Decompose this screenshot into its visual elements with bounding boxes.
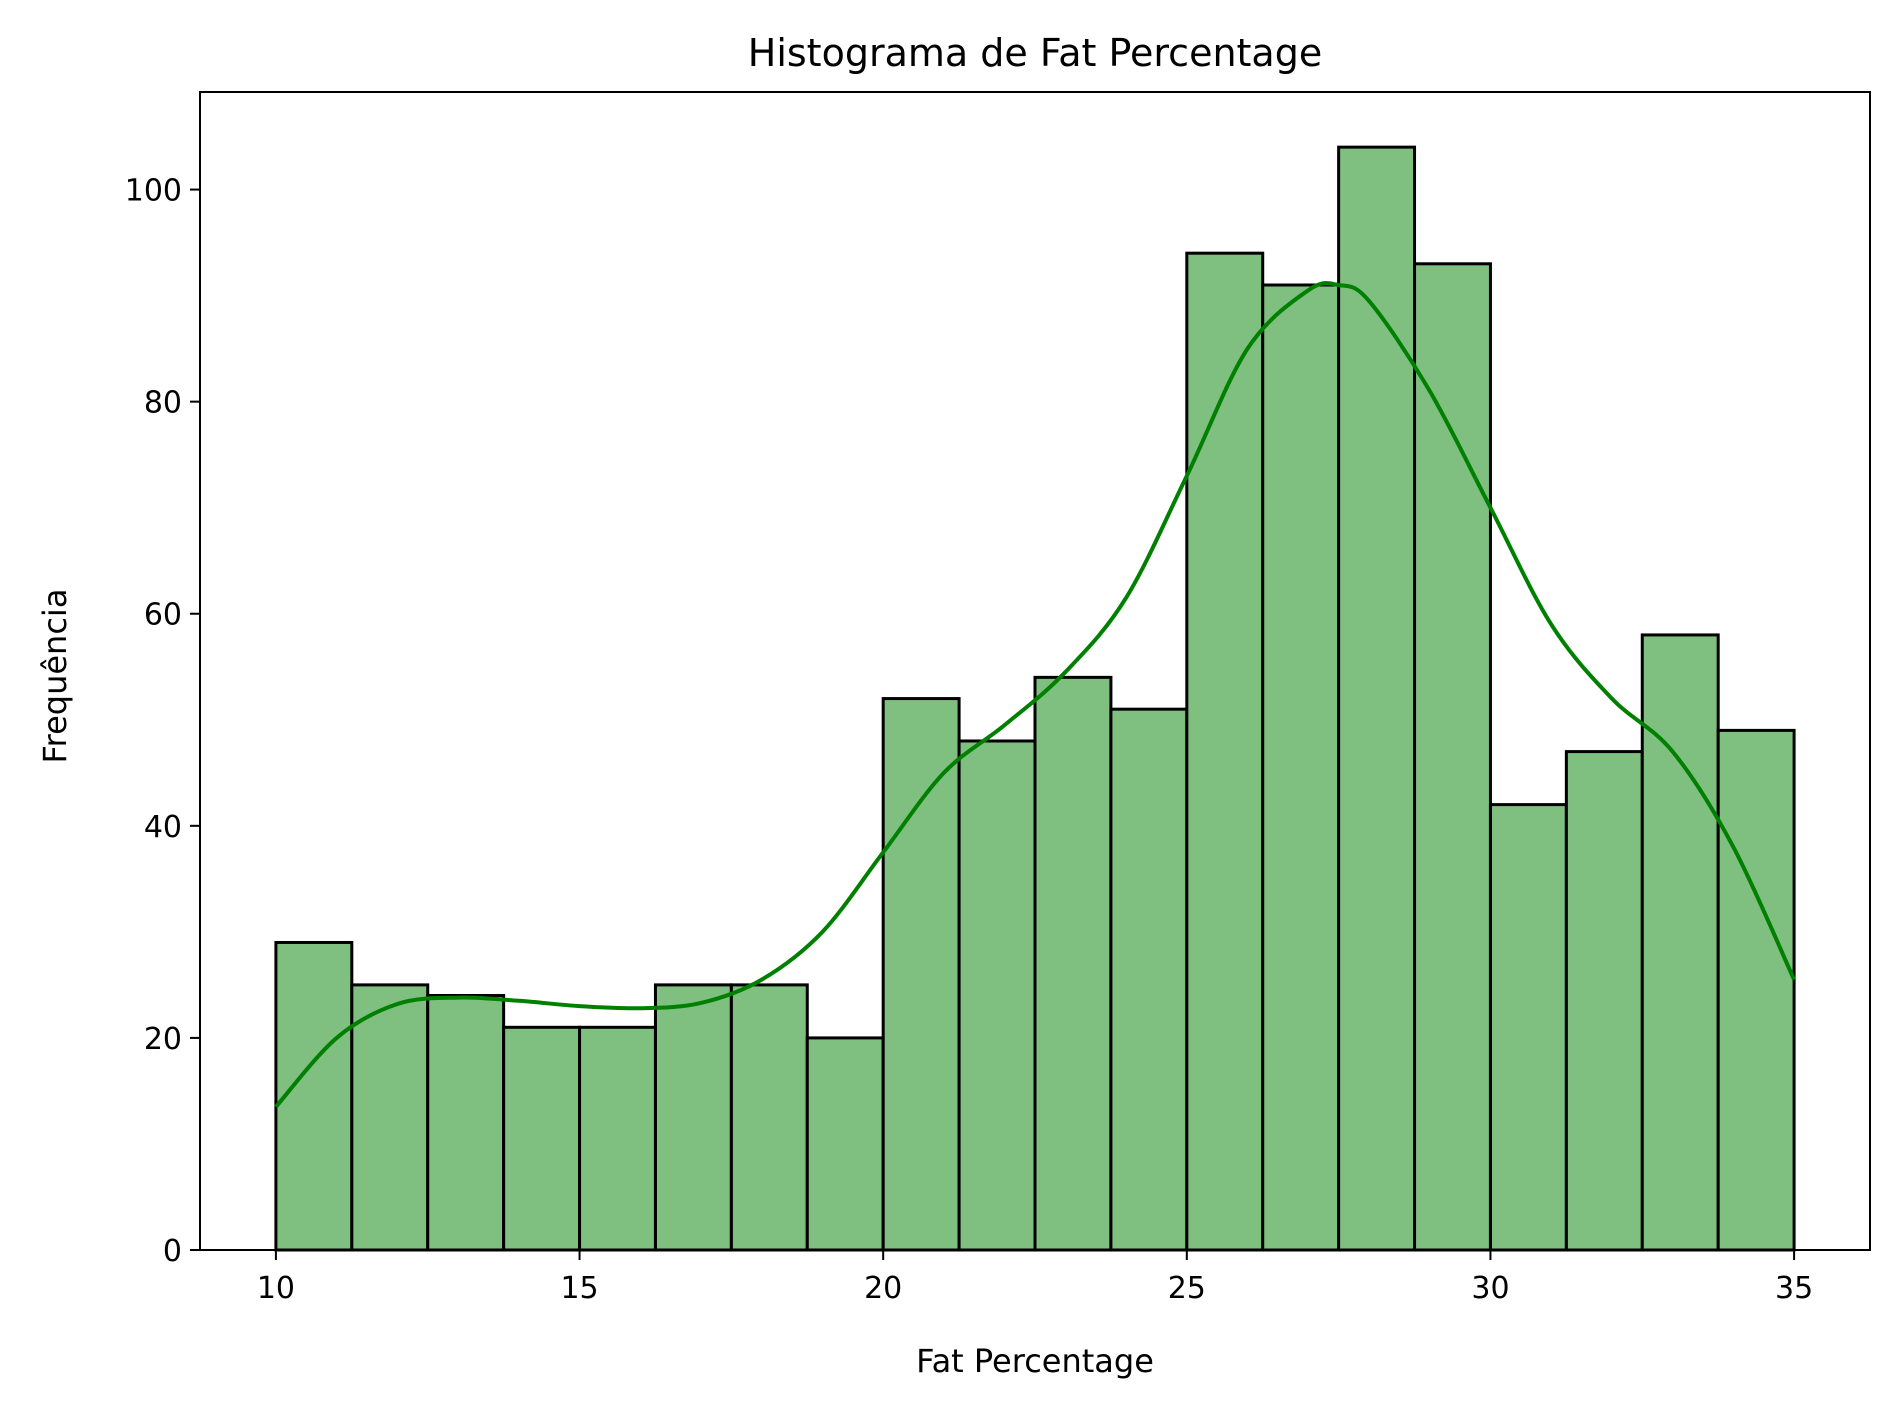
histogram-bar xyxy=(578,1025,657,1252)
histogram-bar xyxy=(805,1036,885,1252)
histogram-bar xyxy=(957,739,1037,1252)
histogram-bar xyxy=(1640,633,1720,1252)
x-tick-label: 30 xyxy=(1471,1271,1509,1306)
y-axis-ticks: 0 20 40 60 80 100 xyxy=(125,174,200,1269)
histogram-bar xyxy=(350,983,430,1252)
x-tick-label: 25 xyxy=(1168,1271,1206,1306)
histogram-bar xyxy=(1716,728,1796,1252)
histogram-bar xyxy=(1413,262,1492,1252)
x-tick-label: 15 xyxy=(560,1271,598,1306)
bars-layer xyxy=(274,145,1796,1252)
histogram-bar xyxy=(274,940,354,1252)
x-axis-ticks: 10 15 20 25 30 35 xyxy=(257,1250,1813,1306)
y-tick-label: 100 xyxy=(125,174,182,209)
kde-layer xyxy=(274,281,1796,1109)
x-tick-label: 10 xyxy=(257,1271,295,1306)
histogram-bar xyxy=(881,697,961,1252)
chart-title: Histograma de Fat Percentage xyxy=(748,31,1322,75)
y-tick-label: 60 xyxy=(144,598,182,633)
histogram-bar xyxy=(1185,251,1265,1252)
histogram-bar xyxy=(1564,750,1644,1252)
histogram-bar xyxy=(1109,707,1189,1252)
y-axis-title: Frequência xyxy=(36,589,74,764)
x-axis-title: Fat Percentage xyxy=(916,1342,1154,1380)
histogram-bar xyxy=(502,1025,582,1252)
histogram-bar xyxy=(426,993,506,1252)
histogram-bar xyxy=(1261,283,1341,1252)
histogram-bar xyxy=(653,983,733,1252)
x-tick-label: 35 xyxy=(1775,1271,1813,1306)
y-tick-label: 40 xyxy=(144,810,182,845)
plot-frame xyxy=(199,91,1871,1251)
y-tick-label: 0 xyxy=(163,1234,182,1269)
histogram-bar xyxy=(729,983,809,1252)
kde-curve xyxy=(274,281,1796,1109)
y-tick-label: 80 xyxy=(144,386,182,421)
histogram-bar xyxy=(1033,675,1113,1252)
y-tick-label: 20 xyxy=(144,1022,182,1057)
histogram-bar xyxy=(1488,803,1568,1252)
x-tick-label: 20 xyxy=(864,1271,902,1306)
